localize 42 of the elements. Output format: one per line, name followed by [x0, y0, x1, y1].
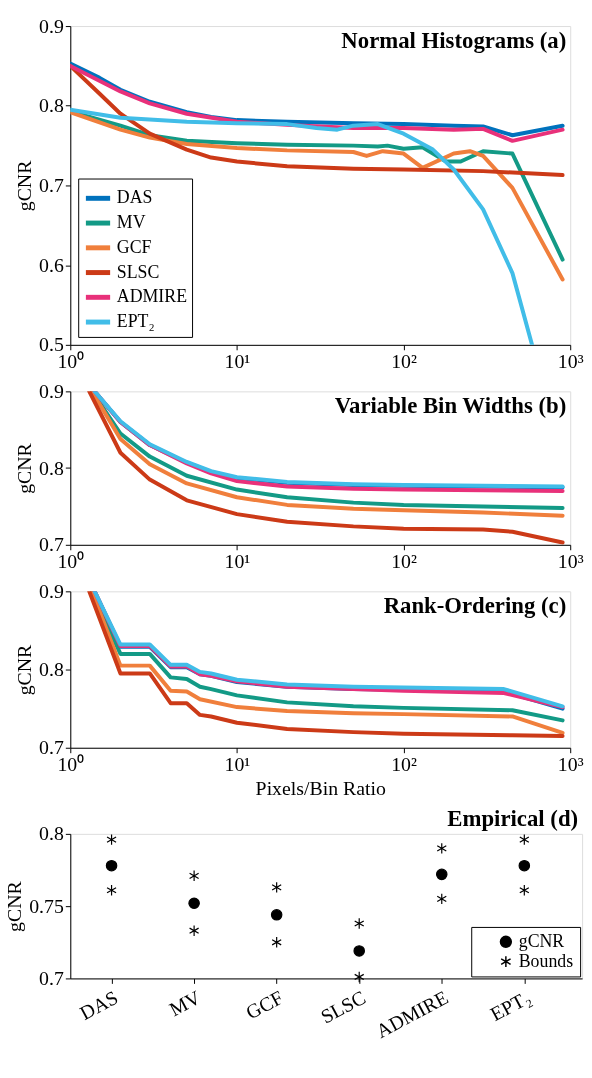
y-axis-title: gCNR	[13, 643, 36, 696]
legend-label: DAS	[116, 187, 153, 208]
x-tick-label: SLSC	[316, 985, 370, 1028]
x-tick-label: 10²	[391, 550, 417, 573]
chart-title: Variable Bin Widths (b)	[334, 393, 567, 419]
chart-title: Empirical (d)	[447, 805, 579, 831]
x-tick-label: DAS	[76, 985, 122, 1024]
legend-label: EPT₂	[116, 311, 155, 332]
x-tick-label: 10³	[557, 753, 584, 776]
y-tick-label: 0.6	[39, 253, 64, 276]
y-axis-title: gCNR	[13, 442, 36, 494]
x-tick-label: 10¹	[224, 350, 251, 373]
y-tick-label: 0.7	[39, 966, 64, 989]
y-tick-label: 0.75	[29, 894, 64, 917]
x-tick-label: 10³	[557, 550, 584, 573]
y-tick-label: 0.9	[39, 14, 64, 37]
x-tick-label: 10²	[391, 350, 417, 373]
legend-label: gCNR	[518, 930, 565, 951]
legend-label: ADMIRE	[116, 286, 188, 307]
chart-title: Rank-Ordering (c)	[383, 593, 567, 619]
x-tick-label: EPT₂	[486, 985, 535, 1026]
y-tick-label: 0.8	[39, 456, 64, 479]
legend-label: Bounds	[518, 950, 574, 971]
x-tick-label: 10¹	[224, 550, 251, 573]
x-tick-label: MV	[165, 985, 205, 1021]
legend-label: SLSC	[116, 261, 160, 282]
y-tick-label: 0.8	[39, 657, 64, 680]
x-tick-label: GCF	[242, 985, 287, 1024]
y-tick-label: 0.8	[39, 822, 64, 845]
x-axis-title: Pixels/Bin Ratio	[255, 776, 386, 799]
x-tick-label: 10¹	[224, 753, 251, 776]
x-tick-label: 10²	[391, 753, 417, 776]
y-axis-title: gCNR	[3, 880, 26, 932]
y-tick-label: 0.9	[39, 379, 64, 402]
y-tick-label: 0.9	[39, 579, 64, 602]
y-axis-title: gCNR	[13, 159, 36, 212]
y-tick-label: 0.7	[39, 173, 64, 196]
y-tick-label: 0.8	[39, 94, 64, 117]
legend-label: MV	[116, 212, 146, 233]
legend-label: GCF	[116, 236, 152, 257]
x-tick-label: 10³	[557, 350, 584, 373]
chart-title: Normal Histograms (a)	[341, 27, 567, 53]
